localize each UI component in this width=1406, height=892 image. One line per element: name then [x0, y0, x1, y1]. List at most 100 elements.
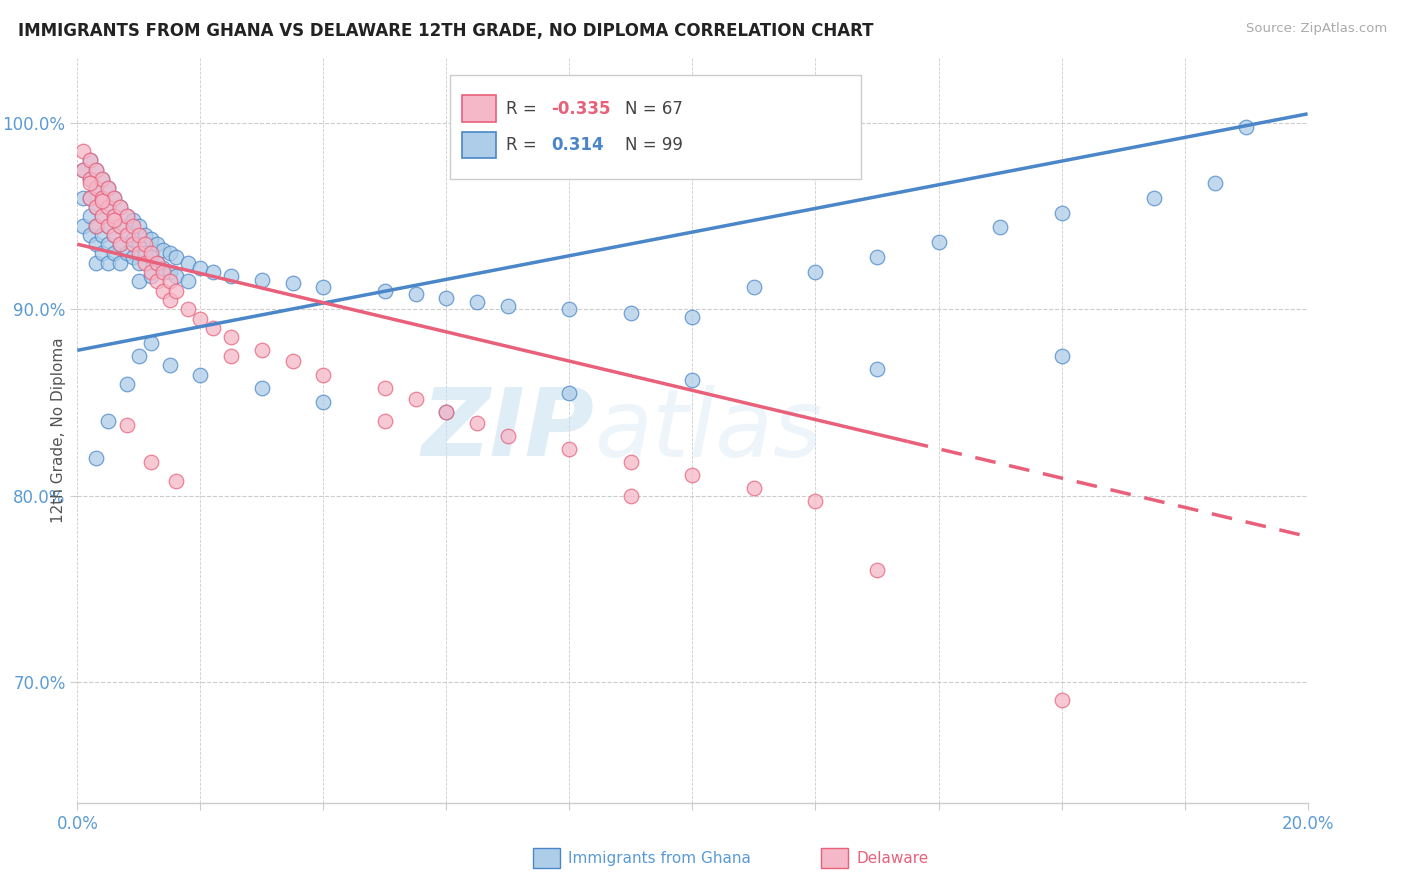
- Point: [465, 416, 488, 430]
- Point: [159, 358, 181, 372]
- Point: [72, 162, 94, 177]
- Point: [115, 209, 138, 223]
- Point: [134, 237, 156, 252]
- Point: [281, 277, 304, 291]
- Point: [165, 268, 187, 283]
- Point: [134, 256, 156, 270]
- Point: [72, 219, 94, 233]
- Point: [866, 250, 889, 264]
- Point: [141, 335, 163, 350]
- Point: [682, 468, 704, 483]
- Point: [121, 237, 143, 252]
- Point: [496, 429, 519, 443]
- Point: [188, 261, 212, 276]
- Point: [152, 284, 174, 298]
- Point: [79, 172, 101, 186]
- Point: [103, 227, 125, 242]
- Point: [682, 310, 704, 324]
- Point: [146, 256, 169, 270]
- Point: [90, 172, 114, 186]
- Point: [121, 213, 143, 227]
- Point: [84, 237, 107, 252]
- Point: [374, 414, 396, 428]
- Point: [115, 417, 138, 432]
- Point: [90, 227, 114, 242]
- Point: [188, 368, 212, 382]
- Point: [90, 172, 114, 186]
- Text: R =: R =: [506, 136, 541, 154]
- Text: Delaware: Delaware: [856, 851, 928, 865]
- Point: [558, 302, 581, 317]
- Point: [97, 181, 120, 195]
- Point: [159, 246, 181, 260]
- Point: [97, 200, 120, 214]
- Point: [312, 368, 335, 382]
- Point: [141, 231, 163, 245]
- Point: [250, 380, 273, 394]
- Point: [177, 274, 200, 288]
- Point: [146, 256, 169, 270]
- Point: [201, 321, 224, 335]
- Point: [90, 209, 114, 223]
- Point: [374, 284, 396, 298]
- Point: [1204, 176, 1226, 190]
- Point: [152, 265, 174, 279]
- Point: [146, 274, 169, 288]
- Point: [84, 219, 107, 233]
- Point: [110, 237, 132, 252]
- Point: [141, 246, 163, 260]
- Text: atlas: atlas: [595, 384, 823, 476]
- Point: [866, 563, 889, 577]
- Point: [110, 219, 132, 233]
- Point: [436, 405, 458, 419]
- Point: [84, 256, 107, 270]
- Point: [97, 200, 120, 214]
- Point: [405, 287, 427, 301]
- Text: IMMIGRANTS FROM GHANA VS DELAWARE 12TH GRADE, NO DIPLOMA CORRELATION CHART: IMMIGRANTS FROM GHANA VS DELAWARE 12TH G…: [18, 22, 873, 40]
- Point: [84, 200, 107, 214]
- Point: [110, 237, 132, 252]
- Point: [141, 265, 163, 279]
- Point: [72, 162, 94, 177]
- Text: -0.335: -0.335: [551, 100, 610, 118]
- Point: [84, 200, 107, 214]
- Point: [115, 209, 138, 223]
- Point: [97, 219, 120, 233]
- Point: [219, 330, 242, 344]
- Point: [103, 246, 125, 260]
- Text: N = 99: N = 99: [626, 136, 683, 154]
- Point: [159, 274, 181, 288]
- Point: [219, 349, 242, 363]
- Point: [72, 144, 94, 158]
- Point: [97, 181, 120, 195]
- Point: [465, 294, 488, 309]
- Point: [436, 291, 458, 305]
- Point: [250, 272, 273, 286]
- Point: [1050, 349, 1073, 363]
- Point: [804, 265, 827, 279]
- Point: [250, 343, 273, 358]
- Point: [1143, 191, 1166, 205]
- Point: [742, 280, 765, 294]
- Point: [121, 219, 143, 233]
- Point: [90, 246, 114, 260]
- Point: [928, 235, 950, 250]
- Point: [165, 284, 187, 298]
- Point: [79, 153, 101, 168]
- Point: [988, 220, 1011, 235]
- Point: [103, 209, 125, 223]
- Text: ZIP: ZIP: [422, 384, 595, 476]
- Point: [72, 191, 94, 205]
- Point: [152, 243, 174, 257]
- Point: [1050, 205, 1073, 219]
- Point: [281, 354, 304, 368]
- Point: [165, 250, 187, 264]
- Point: [90, 191, 114, 205]
- Point: [312, 395, 335, 409]
- Point: [110, 200, 132, 214]
- Point: [128, 237, 150, 252]
- Point: [159, 293, 181, 307]
- Point: [79, 191, 101, 205]
- Point: [97, 256, 120, 270]
- Point: [159, 265, 181, 279]
